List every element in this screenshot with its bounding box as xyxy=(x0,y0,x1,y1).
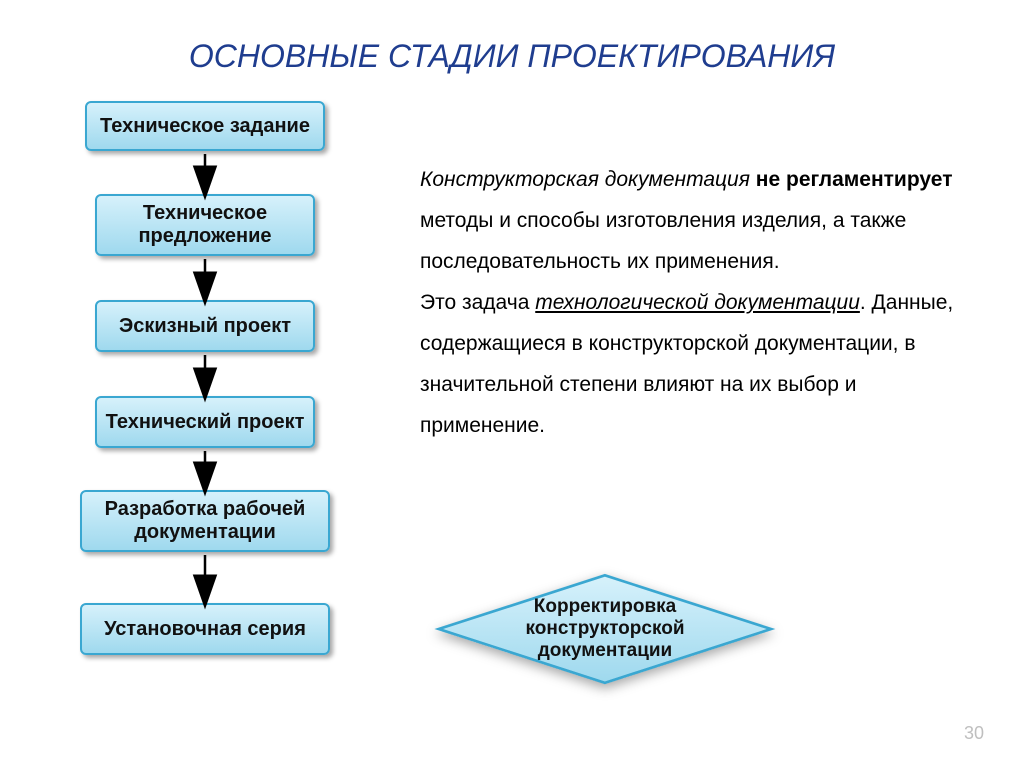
diamond-label: Корректировкаконструкторскойдокументации xyxy=(435,574,775,684)
flowchart-box-n2: Техническоепредложение xyxy=(95,194,315,256)
flowchart-box-n6: Установочная серия xyxy=(80,603,330,655)
description-paragraph: Конструкторская документация не регламен… xyxy=(420,160,960,447)
flowchart-box-n1: Техническое задание xyxy=(85,101,325,151)
flowchart-box-n4: Технический проект xyxy=(95,396,315,448)
flowchart-box-n5: Разработка рабочейдокументации xyxy=(80,490,330,552)
decision-diamond: Корректировкаконструкторскойдокументации xyxy=(435,574,775,684)
slide-title: ОСНОВНЫЕ СТАДИИ ПРОЕКТИРОВАНИЯ xyxy=(0,38,1024,75)
flowchart-box-n3: Эскизный проект xyxy=(95,300,315,352)
page-number: 30 xyxy=(964,723,984,744)
